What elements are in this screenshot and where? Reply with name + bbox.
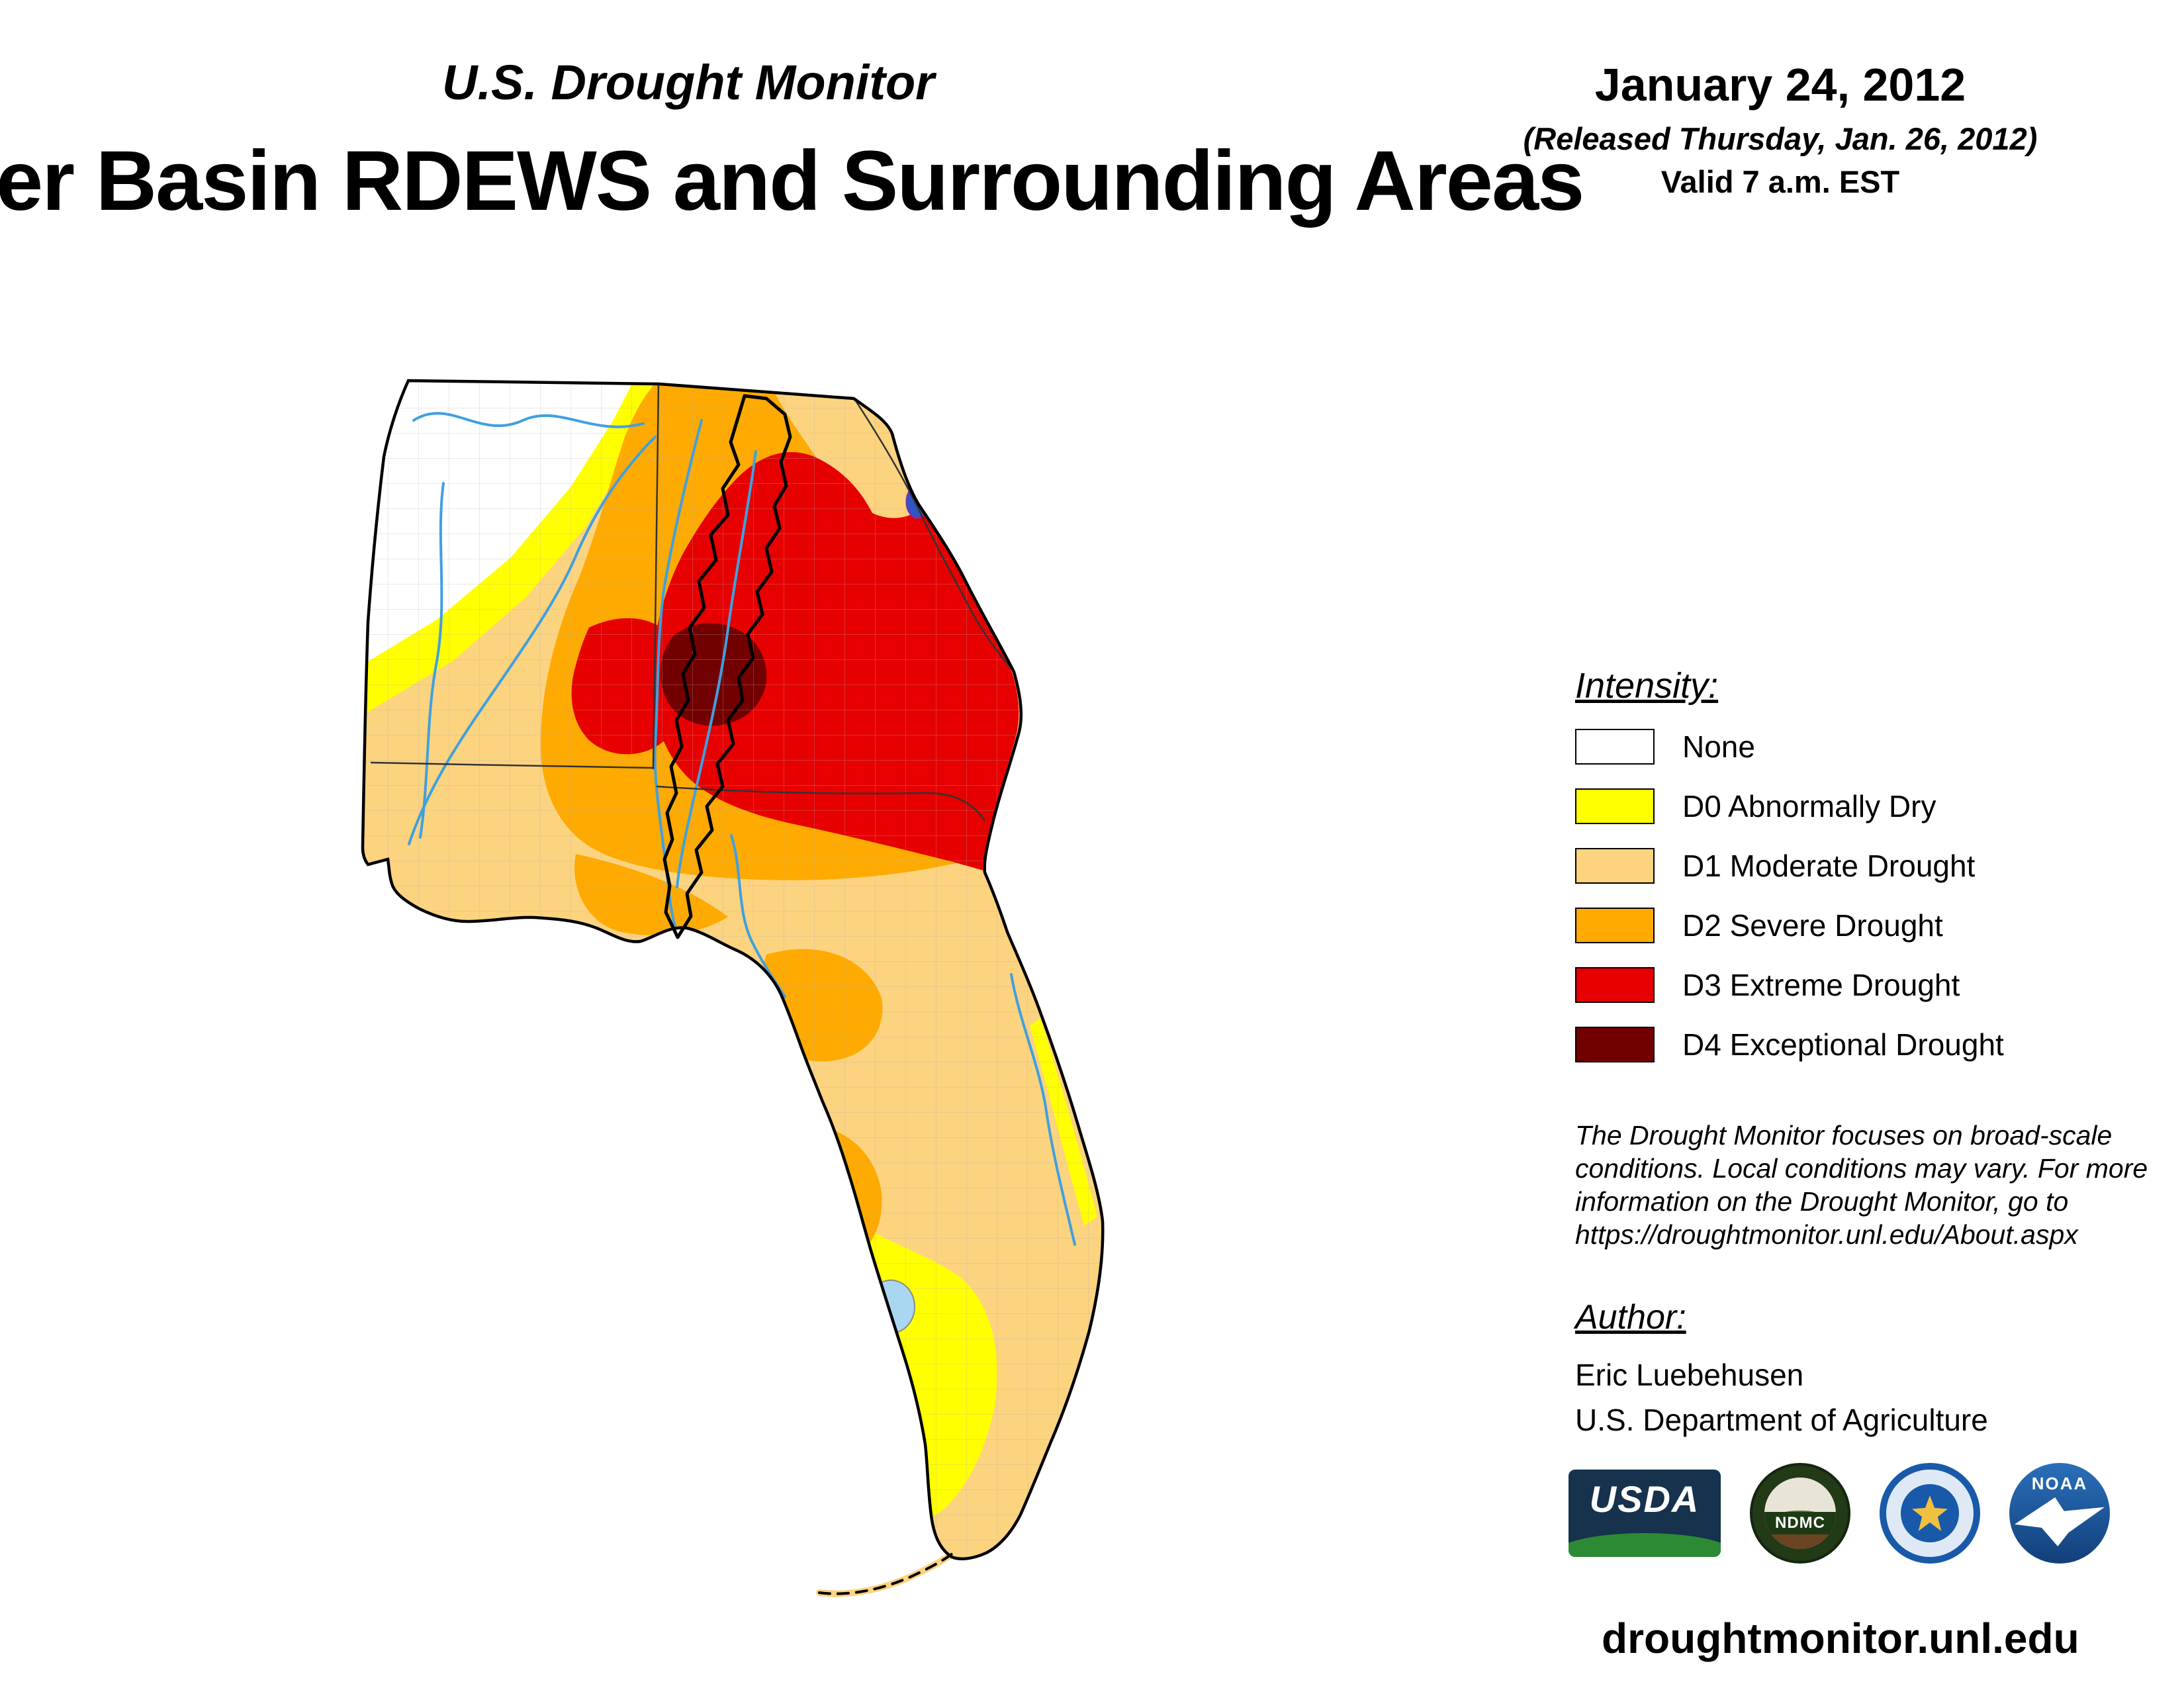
legend-title: Intensity:: [1575, 666, 1719, 706]
river-alabama: [408, 436, 657, 845]
author-title: Author:: [1575, 1298, 1686, 1336]
river-tombigbee: [419, 482, 445, 839]
border-al-ga: [652, 383, 660, 770]
author-block: Author: Eric Luebehusen U.S. Department …: [1575, 1297, 1988, 1447]
florida-keys-fill: [816, 1550, 956, 1597]
legend-label-none: None: [1682, 729, 1755, 764]
river-flint: [676, 450, 757, 888]
legend: Intensity: None D0 Abnormally Dry D1 Mod…: [1575, 665, 2004, 1086]
river-st-johns: [1010, 973, 1076, 1246]
swatch-d1: [1575, 848, 1655, 884]
river-tennessee: [412, 412, 645, 428]
swatch-d2: [1575, 908, 1655, 943]
county-grid: [363, 381, 1103, 1559]
drought-fill-layers: [363, 381, 1103, 1559]
legend-label-d2: D2 Severe Drought: [1682, 908, 1943, 943]
monitor-title: U.S. Drought Monitor: [442, 55, 934, 110]
lake-okeechobee: [866, 1280, 915, 1334]
basin-boundary: [662, 394, 792, 939]
state-borders: [370, 383, 1015, 821]
swatch-d4: [1575, 1027, 1655, 1062]
agency-logos: USDA NDMC NOAA: [1569, 1463, 2110, 1564]
ndmc-logo-text: NDMC: [1764, 1512, 1836, 1534]
author-name: Eric Luebehusen: [1575, 1358, 1804, 1392]
legend-row-none: None: [1575, 729, 2004, 765]
drought-map: [357, 357, 1284, 1642]
legend-label-d1: D1 Moderate Drought: [1682, 849, 1976, 883]
usda-swoosh: [1569, 1533, 1721, 1557]
ndmc-logo: NDMC: [1750, 1463, 1850, 1564]
border-ga-fl: [656, 785, 986, 821]
usda-logo: USDA: [1569, 1470, 1721, 1557]
commerce-seal-logo: [1880, 1463, 1980, 1564]
map-date: January 24, 2012: [1594, 59, 1966, 111]
legend-row-d2: D2 Severe Drought: [1575, 908, 2004, 943]
swatch-none: [1575, 729, 1655, 765]
legend-row-d0: D0 Abnormally Dry: [1575, 788, 2004, 824]
legend-row-d4: D4 Exceptional Drought: [1575, 1027, 2004, 1062]
legend-label-d0: D0 Abnormally Dry: [1682, 789, 1936, 823]
ndmc-ground: [1764, 1534, 1836, 1549]
swatch-d0: [1575, 788, 1655, 824]
legend-row-d3: D3 Extreme Drought: [1575, 967, 2004, 1003]
swatch-d3: [1575, 967, 1655, 1003]
border-ga-sc: [854, 399, 1015, 673]
commerce-eagle-icon: [1912, 1495, 1948, 1531]
date-block: January 24, 2012 (Released Thursday, Jan…: [1482, 58, 2078, 200]
noaa-logo: NOAA: [2009, 1463, 2110, 1564]
florida-keys-outline: [818, 1552, 954, 1595]
disclaimer: The Drought Monitor focuses on broad-sca…: [1575, 1119, 2184, 1251]
legend-label-d3: D3 Extreme Drought: [1682, 968, 1960, 1002]
author-org: U.S. Department of Agriculture: [1575, 1403, 1988, 1437]
disclaimer-url: https://droughtmonitor.unl.edu/About.asp…: [1575, 1219, 2078, 1250]
border-al-fl: [370, 761, 654, 769]
noaa-logo-text: NOAA: [2031, 1474, 2088, 1493]
release-date: (Released Thursday, Jan. 26, 2012): [1523, 121, 2038, 156]
site-url: droughtmonitor.unl.edu: [1602, 1615, 2079, 1662]
noaa-bird-icon: [2015, 1497, 2105, 1546]
disclaimer-line: information on the Drought Monitor, go t…: [1575, 1186, 2069, 1217]
disclaimer-line: The Drought Monitor focuses on broad-sca…: [1575, 1120, 2113, 1150]
valid-time: Valid 7 a.m. EST: [1661, 164, 1900, 199]
page-title: er Basin RDEWS and Surrounding Areas: [0, 134, 1584, 228]
drought-map-svg: [357, 357, 1284, 1597]
usda-logo-text: USDA: [1589, 1478, 1700, 1520]
commerce-seal-inner: [1901, 1484, 1959, 1542]
legend-row-d1: D1 Moderate Drought: [1575, 848, 2004, 884]
legend-label-d4: D4 Exceptional Drought: [1682, 1027, 2004, 1062]
ndmc-logo-inner: NDMC: [1764, 1477, 1836, 1549]
disclaimer-line: conditions. Local conditions may vary. F…: [1575, 1153, 2148, 1184]
